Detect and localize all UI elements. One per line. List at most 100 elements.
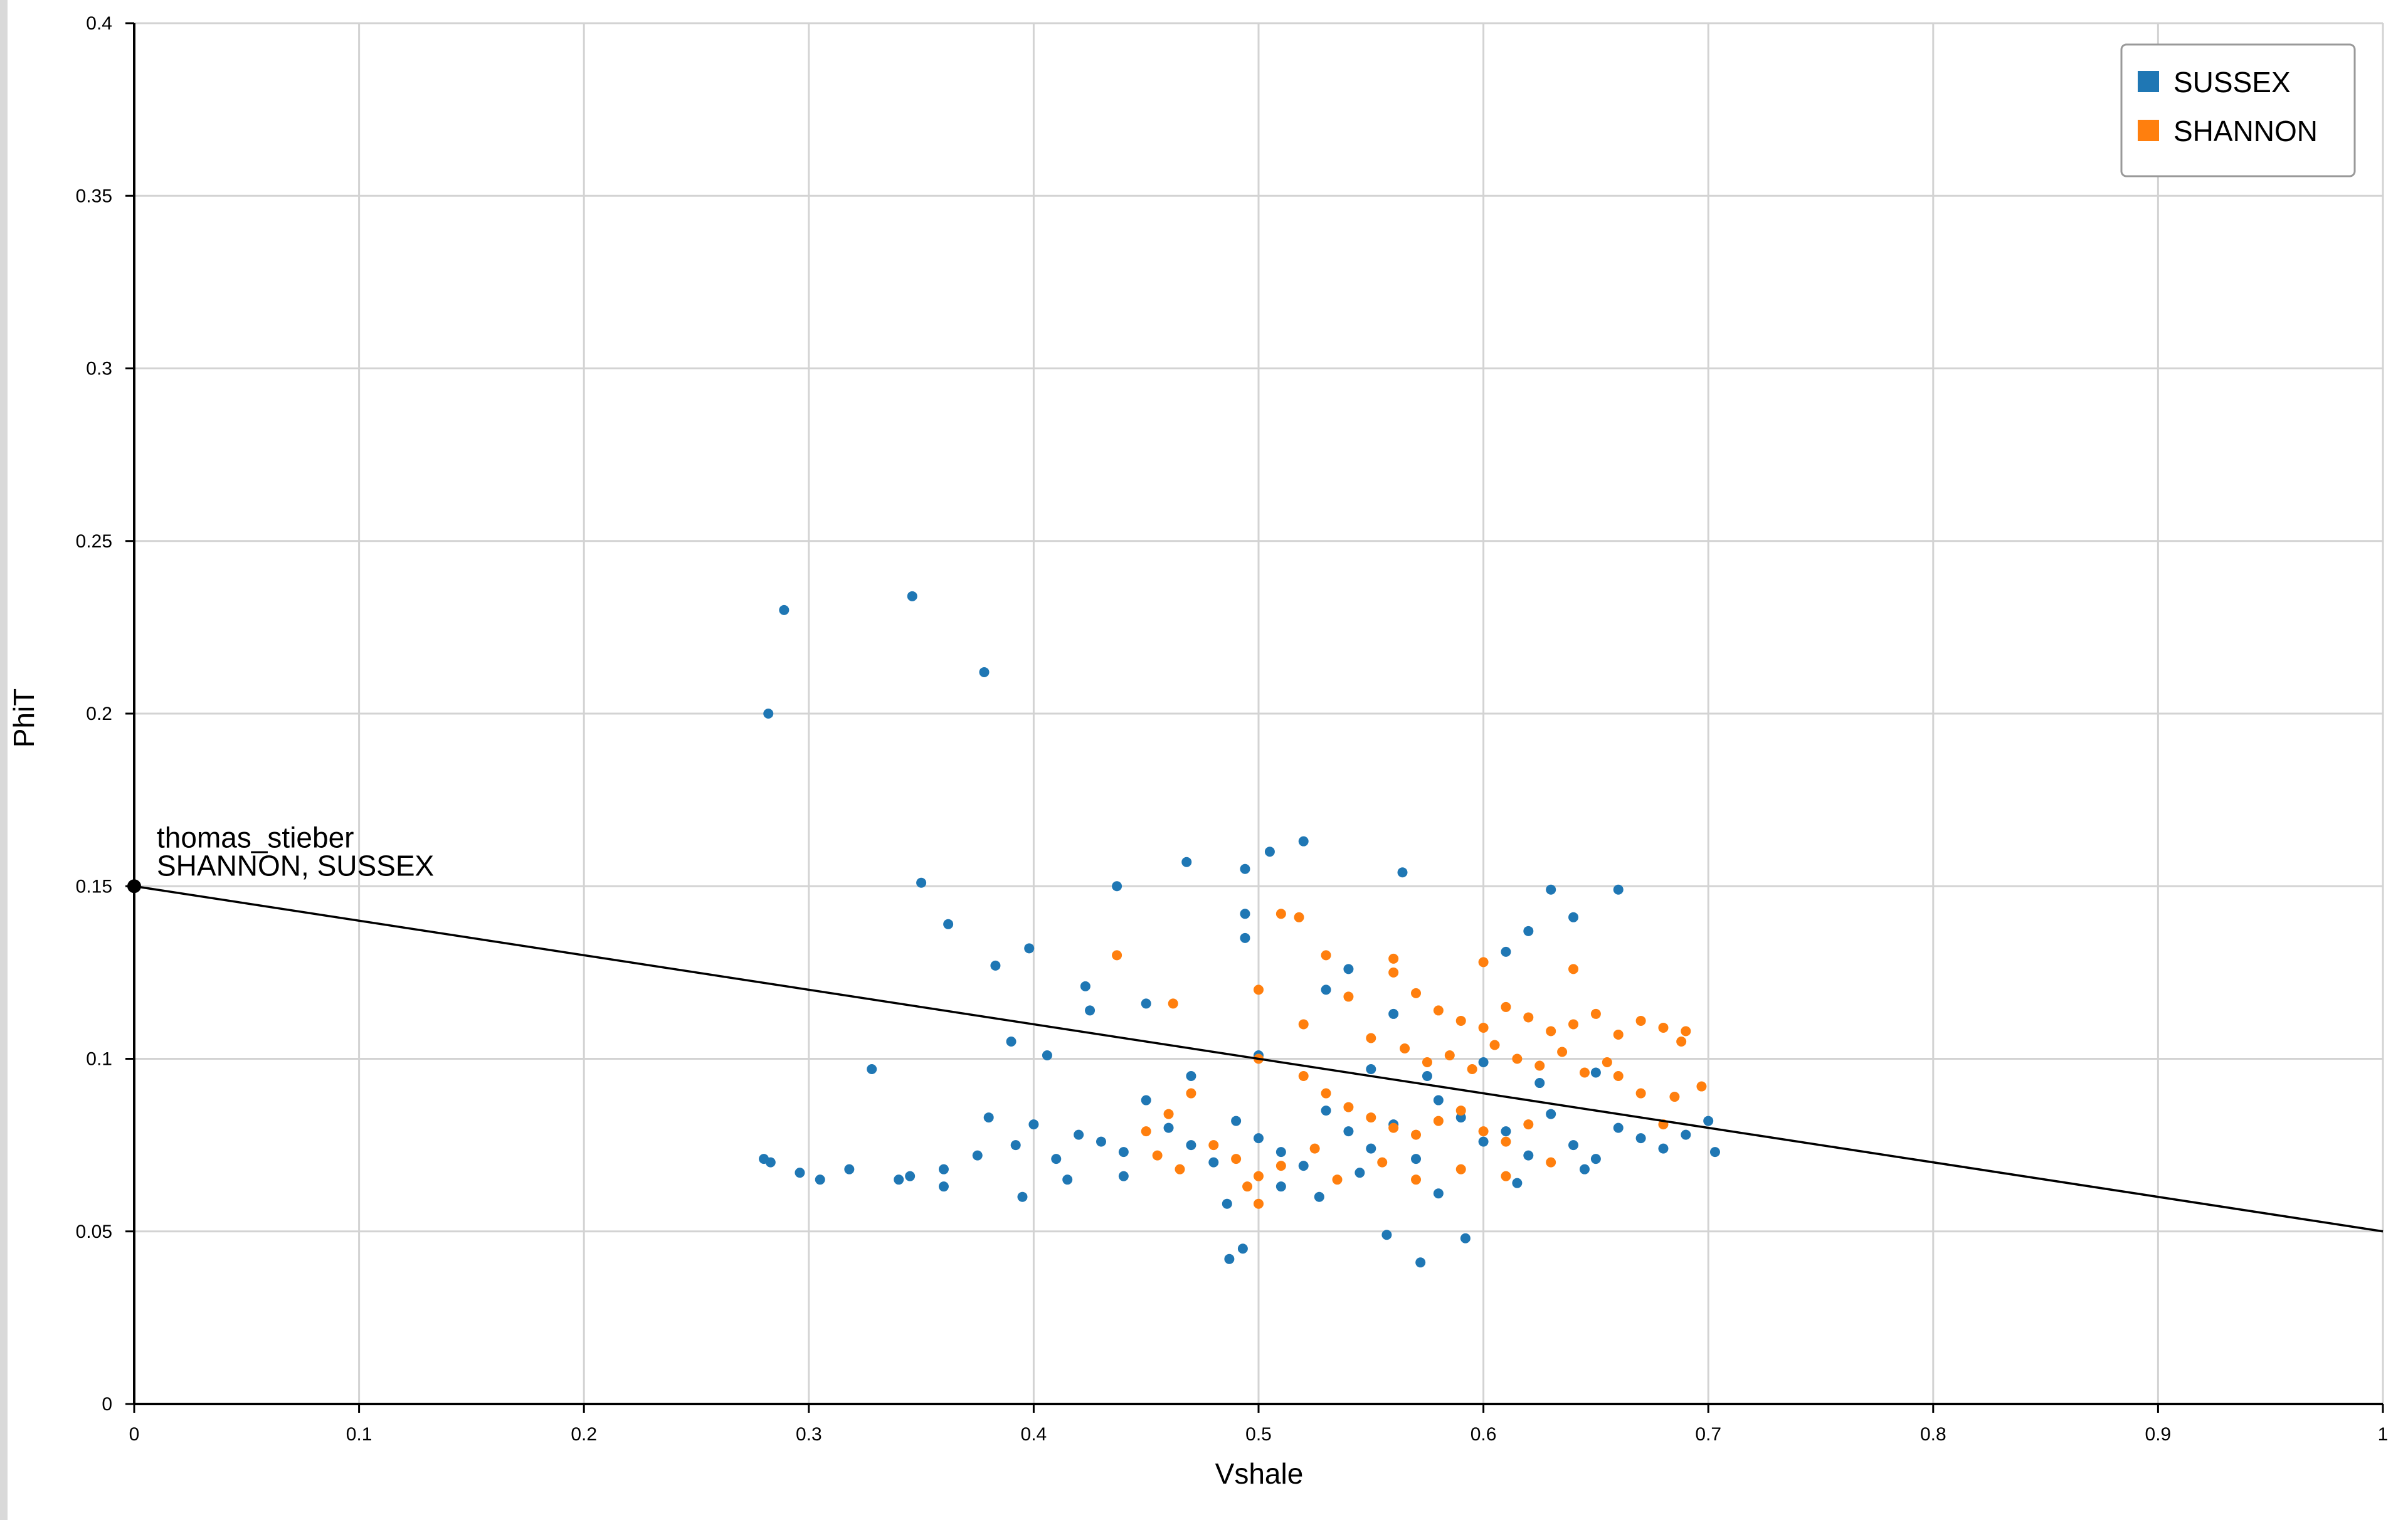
y-tick-label: 0.4 [86,13,112,34]
data-point-sussex [1455,1112,1466,1123]
data-point-sussex [1186,1140,1196,1151]
data-point-sussex [1523,926,1534,936]
data-point-sussex [1080,981,1090,991]
data-point-sussex [1314,1191,1324,1202]
scatter-points [759,591,1720,1268]
x-tick-label: 0.4 [1021,1424,1047,1445]
data-point-sussex [1523,1150,1534,1161]
data-point-sussex [1579,1164,1590,1174]
reference-line-handle[interactable] [127,879,141,894]
data-point-shannon [1411,1129,1422,1140]
data-point-shannon [1332,1174,1343,1185]
data-point-sussex [765,1157,776,1168]
data-point-sussex [815,1174,825,1185]
data-point-shannon [1546,1026,1556,1037]
data-point-sussex [1354,1168,1365,1178]
data-point-shannon [1635,1015,1646,1026]
x-tick-label: 0.7 [1695,1424,1721,1445]
data-point-shannon [1298,1071,1309,1082]
data-point-shannon [1512,1053,1523,1064]
data-point-sussex [1546,884,1556,895]
data-point-sussex [1658,1143,1669,1154]
data-point-sussex [943,919,954,929]
data-point-sussex [1321,984,1331,995]
data-point-sussex [1397,867,1408,878]
axes [125,22,2384,1413]
data-point-shannon [1175,1164,1185,1174]
y-tick-label: 0.05 [76,1222,112,1242]
data-point-sussex [1613,884,1624,895]
data-point-sussex [905,1171,916,1181]
data-point-shannon [1112,950,1122,961]
data-point-shannon [1501,1001,1511,1012]
legend[interactable]: SUSSEX SHANNON [2120,43,2356,177]
data-point-sussex [1275,1181,1286,1192]
legend-swatch-shannon [2138,120,2159,141]
data-point-sussex [907,591,917,601]
data-point-sussex [844,1164,855,1174]
data-point-sussex [1478,1136,1489,1147]
data-point-sussex [979,667,990,677]
data-point-shannon [1388,967,1399,978]
data-point-shannon [1534,1060,1545,1071]
data-point-shannon [1433,1005,1444,1016]
data-point-sussex [1186,1071,1196,1082]
data-point-shannon [1152,1150,1163,1161]
data-point-sussex [1709,1147,1720,1158]
data-point-sussex [1366,1143,1376,1154]
data-point-sussex [1512,1178,1523,1188]
data-point-shannon [1681,1026,1691,1037]
data-point-shannon [1343,1102,1354,1112]
y-tick-label: 0.3 [86,359,112,379]
x-tick-label: 1 [2378,1424,2389,1445]
data-point-sussex [1460,1233,1471,1243]
data-point-sussex [1118,1171,1129,1181]
x-tick-label: 0.6 [1471,1424,1497,1445]
data-point-sussex [1141,998,1151,1009]
y-tick-label: 0.1 [86,1049,112,1070]
data-point-sussex [1237,1243,1248,1254]
data-point-sussex [1240,932,1250,943]
data-point-shannon [1275,909,1286,919]
data-point-sussex [795,1168,805,1178]
data-point-shannon [1557,1047,1568,1057]
data-point-shannon [1467,1064,1477,1075]
data-point-sussex [1275,1147,1286,1158]
x-tick-label: 0.5 [1245,1424,1272,1445]
data-point-sussex [1388,1008,1399,1019]
data-point-shannon [1523,1012,1534,1023]
data-point-shannon [1523,1119,1534,1130]
data-point-sussex [938,1181,949,1192]
data-point-shannon [1546,1157,1556,1168]
x-axis-title: Vshale [1215,1457,1304,1490]
data-point-sussex [1501,946,1511,957]
data-point-shannon [1377,1157,1388,1168]
x-tick-label: 0.8 [1920,1424,1946,1445]
data-point-sussex [1264,847,1275,857]
data-point-shannon [1366,1112,1376,1123]
grid-lines [133,22,2384,1405]
data-point-shannon [1321,950,1331,961]
data-point-shannon [1658,1022,1669,1033]
data-point-sussex [1231,1116,1242,1126]
data-point-sussex [894,1174,904,1185]
data-point-sussex [1181,857,1192,867]
y-tick-label: 0.15 [76,876,112,897]
data-point-sussex [1433,1188,1444,1199]
data-point-sussex [763,709,774,719]
data-point-sussex [990,960,1001,971]
data-point-sussex [1240,909,1250,919]
data-point-sussex [1298,1161,1309,1171]
data-point-sussex [1546,1109,1556,1119]
data-point-sussex [1321,1106,1331,1116]
window-edge [0,0,8,1520]
data-point-shannon [1309,1143,1320,1154]
data-point-shannon [1489,1040,1500,1050]
data-point-shannon [1696,1081,1707,1092]
data-point-sussex [1163,1122,1174,1133]
y-tick-label: 0.25 [76,531,112,552]
data-point-sussex [1343,964,1354,974]
data-point-sussex [1411,1154,1422,1164]
data-point-shannon [1411,988,1422,998]
data-point-shannon [1254,1171,1264,1181]
